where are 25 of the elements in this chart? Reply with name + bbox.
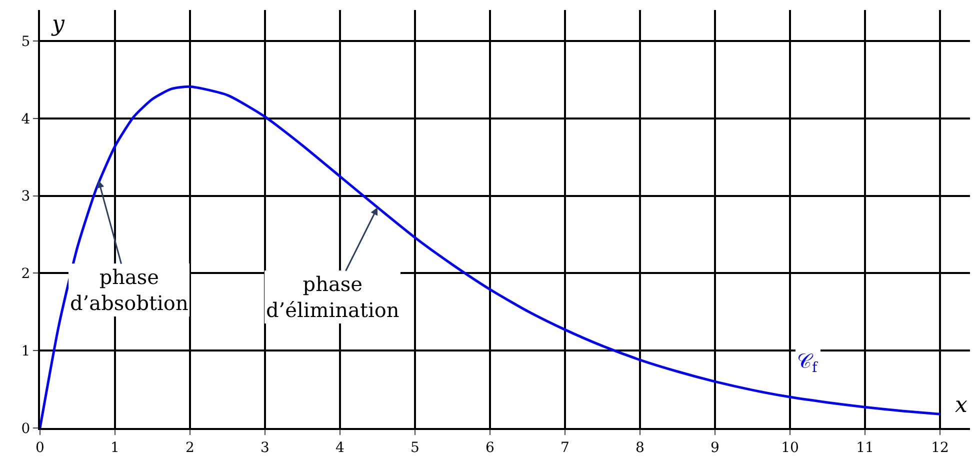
x-tick-label: 8: [636, 440, 644, 456]
x-tick-label: 4: [336, 440, 345, 456]
y-tick-label: 1: [21, 343, 30, 360]
x-tick-label: 0: [36, 440, 44, 456]
x-tick-label: 5: [410, 440, 420, 456]
x-tick-label: 7: [560, 440, 570, 456]
annotation: phase d’absobtion: [70, 265, 188, 315]
x-tick-label: 10: [781, 440, 799, 456]
x-tick-label: 1: [110, 440, 120, 456]
y-tick-label: 2: [21, 266, 30, 282]
x-tick-label: 9: [710, 440, 720, 456]
y-tick-label: 5: [21, 34, 30, 50]
x-tick-label: 12: [931, 440, 949, 456]
x-axis-title: x: [955, 393, 968, 418]
x-tick-label: 6: [486, 440, 495, 456]
x-tick-label: 11: [856, 440, 874, 456]
y-axis-title: y: [51, 12, 65, 37]
y-tick-label: 3: [21, 188, 30, 205]
x-tick-label: 2: [186, 440, 194, 456]
x-tick-label: 3: [260, 440, 270, 456]
y-tick-label: 0: [21, 420, 30, 437]
annotation: phase d’élimination: [266, 272, 400, 322]
y-tick-label: 4: [21, 111, 30, 128]
series-label: 𝒞$_{f}$: [797, 349, 819, 376]
line-series: [40, 85, 942, 428]
